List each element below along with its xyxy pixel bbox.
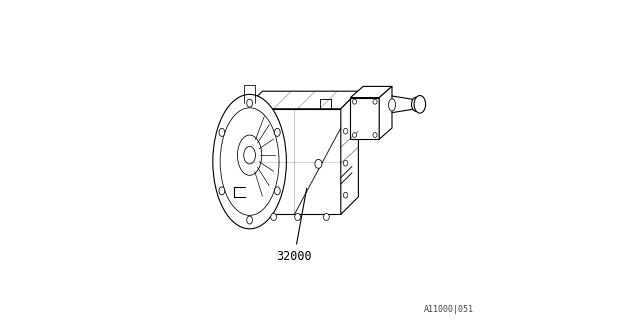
Ellipse shape (344, 160, 348, 166)
Text: A11000|051: A11000|051 (424, 305, 474, 314)
Polygon shape (245, 109, 340, 214)
Ellipse shape (344, 128, 348, 134)
Ellipse shape (353, 133, 356, 138)
Ellipse shape (212, 94, 287, 229)
Ellipse shape (323, 213, 329, 220)
Ellipse shape (414, 95, 426, 113)
Polygon shape (380, 86, 392, 139)
Ellipse shape (344, 192, 348, 198)
Ellipse shape (219, 187, 225, 195)
Polygon shape (351, 98, 380, 139)
Polygon shape (340, 91, 358, 214)
Ellipse shape (295, 213, 301, 220)
Ellipse shape (412, 97, 420, 111)
Ellipse shape (219, 128, 225, 136)
Polygon shape (245, 91, 358, 109)
Ellipse shape (244, 147, 255, 164)
Ellipse shape (373, 99, 377, 104)
Ellipse shape (353, 99, 356, 104)
Ellipse shape (388, 99, 396, 111)
Ellipse shape (275, 128, 280, 136)
Ellipse shape (247, 99, 253, 107)
Ellipse shape (373, 133, 377, 138)
Ellipse shape (247, 216, 253, 224)
Text: 32000: 32000 (276, 188, 312, 263)
Ellipse shape (271, 213, 276, 220)
Ellipse shape (315, 159, 322, 168)
Ellipse shape (275, 187, 280, 195)
Polygon shape (351, 86, 392, 98)
